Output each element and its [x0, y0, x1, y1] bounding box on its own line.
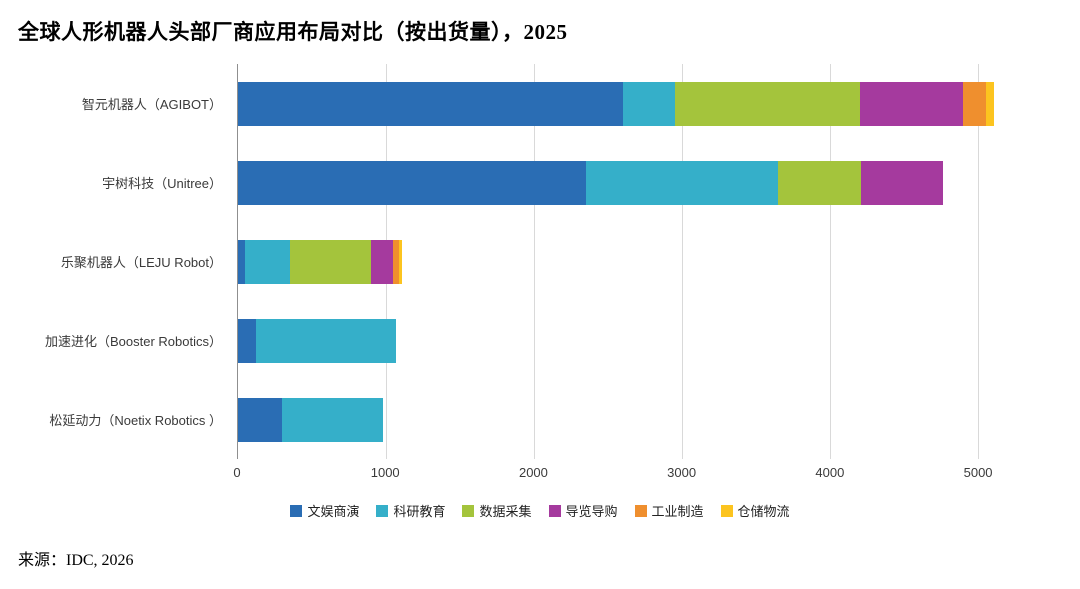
bar-row — [238, 222, 1027, 301]
category-label: 乐聚机器人（LEJU Robot） — [60, 255, 222, 270]
category-label: 智元机器人（AGIBOT） — [81, 97, 222, 112]
legend-swatch — [376, 504, 389, 517]
bar-segment-导览导购 — [861, 160, 943, 205]
legend-label: 工业制造 — [651, 504, 704, 519]
stacked-bar — [238, 81, 1027, 126]
x-tick-label: 3000 — [667, 465, 697, 480]
legend-item-导览导购: 导览导购 — [548, 501, 618, 520]
bar-segment-导览导购 — [859, 81, 964, 126]
stacked-bar — [238, 397, 1027, 442]
legend-swatch — [548, 504, 561, 517]
bar-segment-科研教育 — [282, 397, 384, 442]
x-tick-label: 1000 — [370, 465, 400, 480]
legend-label: 仓储物流 — [737, 504, 790, 519]
legend-label: 数据采集 — [479, 504, 532, 519]
category-label: 加速进化（Booster Robotics） — [45, 334, 222, 349]
legend: 文娱商演 科研教育 数据采集 导览导购 工业制造 仓储物流 — [0, 501, 1080, 520]
gridline — [978, 64, 980, 459]
legend-swatch — [720, 504, 733, 517]
bar-segment-工业制造 — [393, 239, 400, 284]
bar-row — [238, 380, 1027, 459]
bar-segment-文娱商演 — [238, 318, 256, 363]
chart-area: 智元机器人（AGIBOT） 宇树科技（Unitree） 乐聚机器人（LEJU Rob… — [0, 64, 1080, 491]
legend-item-数据采集: 数据采集 — [462, 501, 532, 520]
bar-segment-仓储物流 — [985, 81, 995, 126]
bar-segment-科研教育 — [585, 160, 779, 205]
stacked-bar — [238, 318, 1027, 363]
gridline — [682, 64, 684, 459]
legend-label: 文娱商演 — [307, 504, 360, 519]
bar-segment-科研教育 — [255, 318, 397, 363]
category-labels: 智元机器人（AGIBOT） 宇树科技（Unitree） 乐聚机器人（LEJU Rob… — [0, 64, 237, 491]
bar-segment-科研教育 — [622, 81, 675, 126]
bar-segment-数据采集 — [674, 81, 860, 126]
x-tick-label: 0 — [233, 465, 241, 480]
bar-segment-科研教育 — [245, 239, 290, 284]
plot-area — [237, 64, 1027, 459]
bar-segment-文娱商演 — [238, 239, 246, 284]
bar-row — [238, 301, 1027, 380]
bar-row — [238, 64, 1027, 143]
bar-segment-仓储物流 — [399, 239, 403, 284]
plot-column: 0 1000 2000 3000 4000 5000 — [233, 64, 1027, 491]
bar-segment-文娱商演 — [238, 397, 283, 442]
x-tick-label: 5000 — [963, 465, 993, 480]
bar-rows — [238, 64, 1027, 459]
source-note: 来源：IDC, 2026 — [18, 552, 134, 569]
legend-swatch — [290, 504, 303, 517]
x-axis-ticks: 0 1000 2000 3000 4000 5000 — [233, 465, 1027, 491]
bar-segment-文娱商演 — [238, 160, 586, 205]
legend-item-文娱商演: 文娱商演 — [290, 501, 359, 520]
legend-item-仓储物流: 仓储物流 — [720, 501, 790, 520]
gridline — [830, 64, 832, 459]
bar-segment-数据采集 — [778, 160, 862, 205]
legend-swatch — [634, 504, 647, 517]
legend-label: 导览导购 — [565, 504, 618, 519]
legend-swatch — [462, 504, 475, 517]
bar-segment-工业制造 — [963, 81, 986, 126]
gridline — [534, 64, 536, 459]
x-tick-label: 2000 — [518, 465, 548, 480]
chart-title: 全球人形机器人头部厂商应用布局对比（按出货量），2025 — [18, 20, 568, 44]
legend-item-科研教育: 科研教育 — [376, 501, 445, 520]
bar-segment-数据采集 — [289, 239, 372, 284]
legend-item-工业制造: 工业制造 — [634, 501, 704, 520]
category-label: 松延动力（Noetix Robotics ） — [49, 413, 222, 428]
bar-segment-导览导购 — [371, 239, 394, 284]
stacked-bar — [238, 239, 1027, 284]
stacked-bar — [238, 160, 1027, 205]
legend-label: 科研教育 — [393, 504, 446, 519]
bar-row — [238, 143, 1027, 222]
category-label: 宇树科技（Unitree） — [102, 176, 222, 191]
bar-segment-文娱商演 — [238, 81, 623, 126]
x-tick-label: 4000 — [815, 465, 845, 480]
